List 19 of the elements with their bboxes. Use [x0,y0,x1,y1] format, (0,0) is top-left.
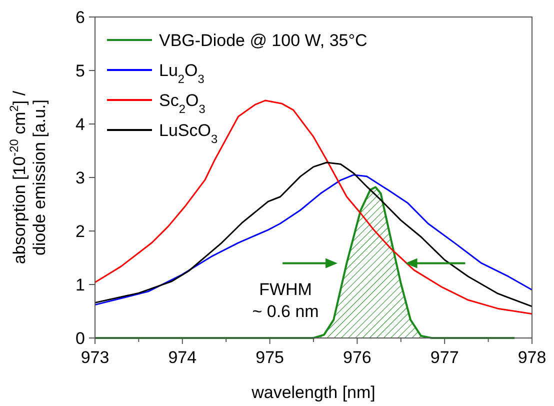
y-tick-label: 6 [76,8,85,27]
x-tick-label: 977 [430,348,459,367]
y-tick-label: 0 [76,329,85,348]
x-tick-label: 975 [256,348,284,367]
legend-label: Lu$_{2}$O$_{3}$ [159,61,205,86]
legend-label: Sc$_{2}$O$_{3}$ [159,91,206,116]
y-tick-label: 3 [76,168,85,188]
x-tick-label: 974 [168,348,197,367]
annotation: FWHM ~ 0.6 nm [252,280,319,322]
y-tick-label: 1 [76,276,85,294]
legend-label: VBG-Diode @ 100 W, 35°C [159,31,368,50]
x-tick-label: 973 [80,348,110,367]
legend-label: LuScO$_{3}$ [159,121,218,146]
x-tick-label: 976 [343,348,372,367]
y-tick-label: 5 [76,62,85,80]
y-tick-label: 4 [76,115,85,134]
x-axis-title: wavelength [nm] [250,383,376,402]
y-tick-label: 2 [76,222,85,241]
x-tick-label: 978 [518,348,546,367]
